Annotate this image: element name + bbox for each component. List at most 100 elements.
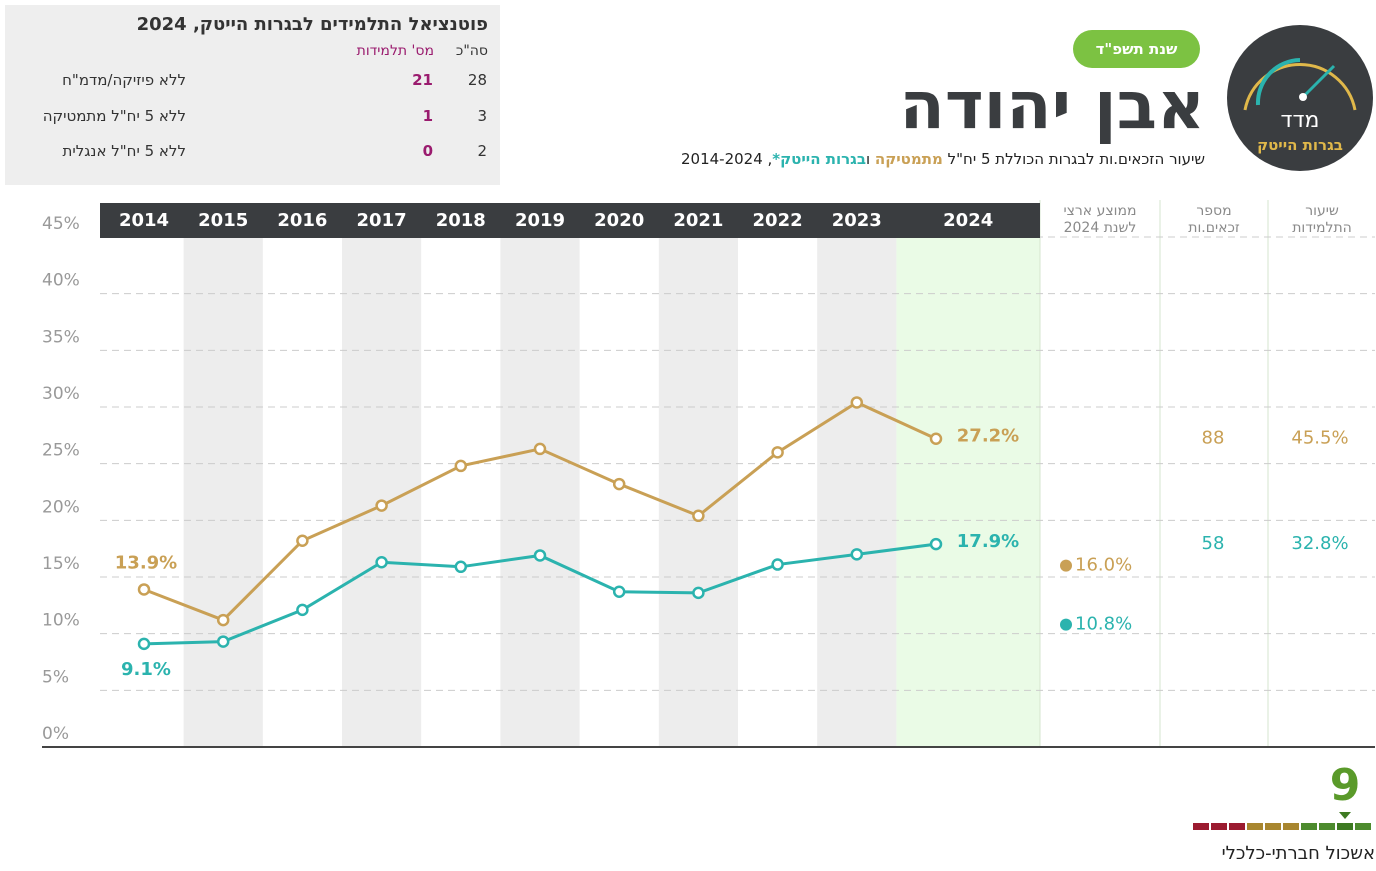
cluster-segment <box>1211 823 1227 830</box>
point <box>533 442 547 456</box>
point <box>612 477 626 491</box>
cluster-number: 9 <box>1330 760 1361 811</box>
point <box>692 586 705 600</box>
point <box>771 558 784 571</box>
logo-bottom: בגרות הייטק <box>1257 136 1343 154</box>
point <box>454 459 468 473</box>
y-tick-label: 25% <box>42 441 80 461</box>
cluster-segment <box>1355 823 1371 830</box>
point <box>929 432 943 445</box>
point <box>137 637 151 651</box>
x-tick-label: 2019 <box>515 210 565 231</box>
x-tick-label: 2020 <box>594 210 644 231</box>
subtitle-text: ו <box>866 150 871 168</box>
y-tick-label: 30% <box>42 384 80 404</box>
point <box>850 396 864 409</box>
table-value: 32.8% <box>1291 533 1348 554</box>
column-header: מס' תלמידות <box>356 43 434 59</box>
table-value: 58 <box>1202 533 1225 554</box>
point <box>375 556 388 569</box>
point <box>375 499 388 512</box>
y-tick-label: 20% <box>42 497 80 517</box>
x-tick-label: 2022 <box>753 210 803 231</box>
girls-count: 1 <box>422 106 433 125</box>
y-tick-label: 40% <box>42 271 80 291</box>
column-header: ממוצע ארצי לשנת 2024 <box>1063 203 1137 236</box>
girls-count: 0 <box>422 142 433 160</box>
point <box>454 560 468 574</box>
x-tick-label: 2024 <box>943 210 993 231</box>
point <box>929 537 943 551</box>
year-bar <box>100 203 1040 238</box>
total-count: 28 <box>467 71 487 89</box>
potential-panel <box>5 5 500 185</box>
cluster-segment <box>1301 823 1317 830</box>
potential-title: פוטנציאל התלמידים לבגרות הייטק, 2024 <box>136 14 488 35</box>
value-label: 13.9% <box>115 552 177 573</box>
national-label: 10.8% <box>1075 614 1132 635</box>
band <box>817 238 897 747</box>
subtitle: שיעור הזכאים.ות לבגרות הכוללת 5 יח"ל מתמ… <box>681 150 1205 168</box>
cluster-segment <box>1193 823 1209 830</box>
y-tick-label: 15% <box>42 554 80 574</box>
table-value: 88 <box>1202 428 1225 449</box>
point <box>216 635 230 648</box>
point <box>296 534 309 547</box>
year-badge: שנת תשפ"ד <box>1073 30 1200 68</box>
row-label: ללא 5 יח"ל מתמטיקה <box>42 106 186 125</box>
band <box>658 238 738 747</box>
logo-top: מדד <box>1280 108 1320 133</box>
logo-gauge-fill <box>1255 58 1301 106</box>
highlight-band <box>896 238 1040 747</box>
cluster-segment <box>1265 823 1281 830</box>
point <box>296 603 309 617</box>
y-tick-label: 35% <box>42 327 80 347</box>
y-tick-label: 45% <box>42 214 80 234</box>
national-label: 16.0% <box>1075 555 1132 576</box>
cluster-segment <box>1283 823 1299 830</box>
x-tick-label: 2018 <box>436 210 486 231</box>
x-tick-label: 2023 <box>832 210 882 231</box>
cluster-segment <box>1229 823 1245 830</box>
band <box>500 238 580 747</box>
total-count: 3 <box>477 106 487 125</box>
row-label: ללא 5 יח"ל אנגלית <box>62 142 186 160</box>
x-tick-label: 2017 <box>357 210 407 231</box>
subtitle-text: שיעור הזכאים.ות לבגרות הכוללת 5 יח"ל <box>947 150 1205 168</box>
x-tick-label: 2016 <box>277 210 327 231</box>
cluster-segment <box>1319 823 1335 830</box>
point <box>137 583 151 596</box>
total-count: 2 <box>477 142 487 160</box>
logo-gauge <box>1243 63 1357 111</box>
point <box>612 585 626 598</box>
column-header: שיעור התלמידות <box>1292 203 1352 236</box>
national-point <box>1060 618 1072 631</box>
cluster-label: אשכול חברתי-כלכלי <box>1221 843 1375 864</box>
band <box>183 238 263 747</box>
x-tick-label: 2015 <box>198 210 248 231</box>
logo-needle <box>1301 64 1336 99</box>
point <box>533 549 547 562</box>
value-label: 27.2% <box>957 426 1019 447</box>
subtitle-series: בגרות הייטק* <box>772 150 867 168</box>
page-title: אבן יהודה <box>899 67 1205 144</box>
cluster-segment <box>1337 823 1353 830</box>
national-point <box>1060 559 1072 572</box>
value-label: 9.1% <box>121 659 171 680</box>
table-value: 45.5% <box>1291 428 1348 449</box>
logo-hub <box>1299 93 1307 101</box>
x-tick-label: 2014 <box>119 210 169 231</box>
row-label: ללא פיזיקה/מדמ"ח <box>62 71 186 89</box>
subtitle-text: , 2014-2024 <box>680 150 773 168</box>
y-tick-label: 5% <box>42 667 69 687</box>
y-tick-label: 10% <box>42 611 80 631</box>
column-header: סה"כ <box>455 43 488 59</box>
cluster-marker <box>1339 812 1351 819</box>
cluster-segment <box>1247 823 1263 830</box>
subtitle-series: מתמטיקה <box>874 150 943 168</box>
point <box>850 548 864 561</box>
